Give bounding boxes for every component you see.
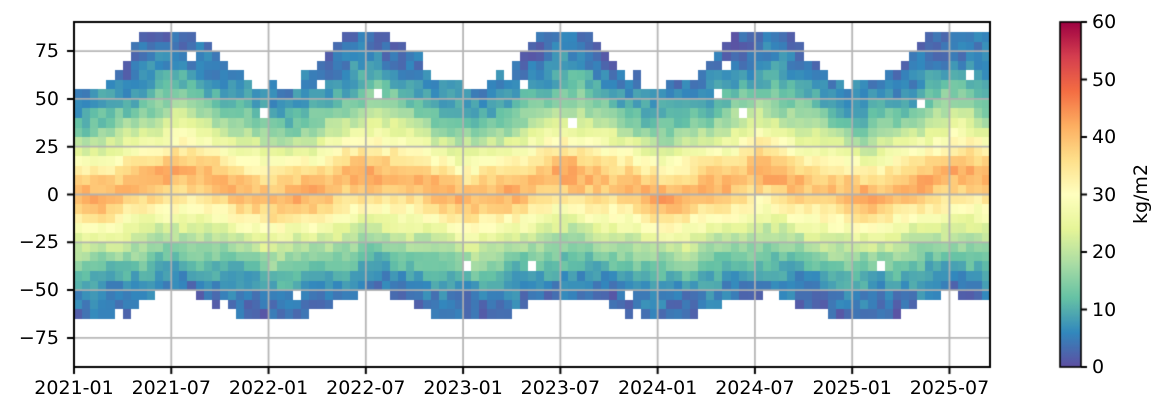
y-tick-label: 25 <box>34 135 59 158</box>
colorbar-tick-label: 20 <box>1092 241 1117 263</box>
colorbar-tick-label: 60 <box>1092 11 1117 33</box>
x-tick-label: 2022-01 <box>228 377 309 399</box>
x-tick-label: 2025-07 <box>909 377 990 399</box>
y-tick-label: −75 <box>18 326 59 349</box>
colorbar-tick-label: 30 <box>1092 183 1117 206</box>
colorbar-tick-label: 50 <box>1092 68 1117 91</box>
y-tick-label: 50 <box>34 87 59 110</box>
x-tick-label: 2021-01 <box>34 377 114 399</box>
x-tick-label: 2024-07 <box>715 377 795 399</box>
colorbar-tick-label: 10 <box>1092 298 1117 321</box>
x-tick-label: 2022-07 <box>326 377 406 399</box>
y-tick-label: 0 <box>46 183 59 206</box>
x-tick-label: 2024-01 <box>617 377 698 399</box>
colorbar-tick-label: 0 <box>1092 356 1105 378</box>
colorbar-tick-label: 40 <box>1092 126 1117 148</box>
x-tick-label: 2023-01 <box>423 377 503 399</box>
colorbar <box>1060 22 1081 367</box>
y-tick-label: 75 <box>34 40 59 63</box>
y-tick-label: −50 <box>18 279 59 302</box>
x-tick-label: 2023-07 <box>520 377 601 399</box>
y-tick-label: −25 <box>18 231 59 254</box>
colorbar-unit-label: kg/m2 <box>1130 163 1152 225</box>
x-tick-label: 2025-01 <box>812 377 892 399</box>
x-tick-label: 2021-07 <box>131 377 211 399</box>
